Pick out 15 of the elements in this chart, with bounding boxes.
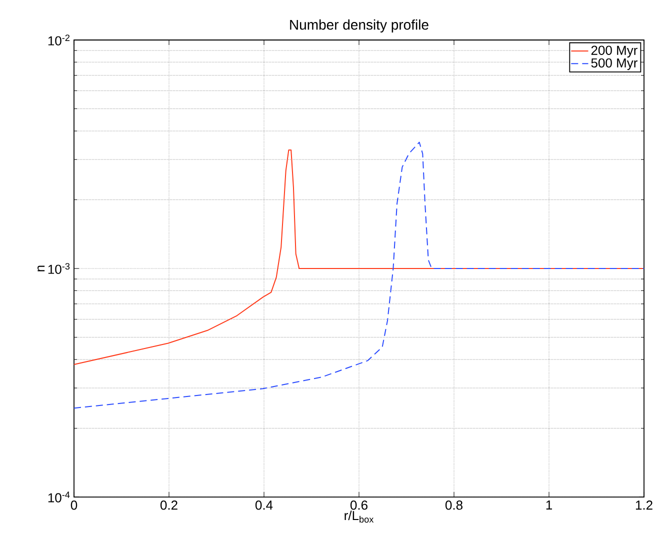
x-axis-title: r/L$_{box}$ — [344, 510, 374, 523]
y-axis-title: n — [38, 266, 45, 272]
x-tick-label: 0.4 — [255, 500, 273, 510]
x-tick-label: 0.2 — [160, 500, 178, 510]
x-tick-label: 1 — [546, 500, 552, 510]
legend-label: 500 Myr — [591, 58, 638, 70]
chart-title: Number density profile — [290, 19, 428, 32]
x-tick-label: 0.8 — [445, 500, 462, 510]
legend-label: 200 Myr — [591, 46, 638, 58]
x-tick-label: 0.6 — [350, 500, 368, 510]
y-tick-label: 10$^{-3}$ — [48, 263, 70, 274]
x-tick-label: 1.2 — [636, 500, 652, 510]
y-tick-label: 10$^{-4}$ — [48, 492, 70, 502]
y-tick-label: 10$^{-2}$ — [48, 34, 70, 46]
x-tick-label: 0 — [70, 500, 78, 510]
